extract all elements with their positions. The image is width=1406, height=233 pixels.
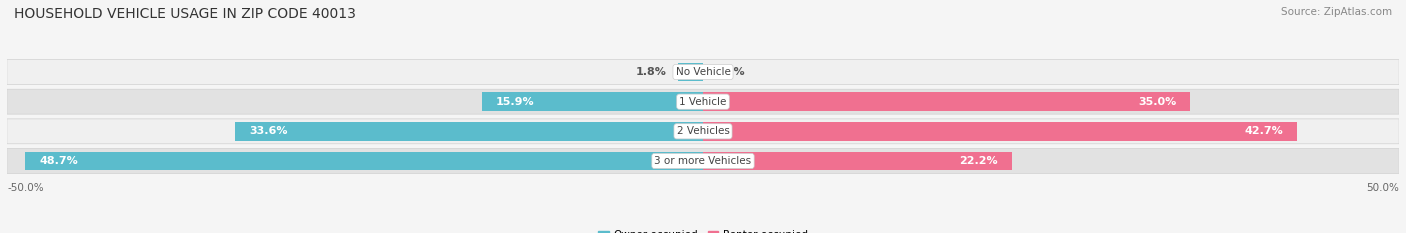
- Bar: [235, 122, 703, 140]
- Bar: [703, 122, 1298, 140]
- Bar: [25, 152, 703, 170]
- FancyBboxPatch shape: [7, 89, 1399, 114]
- Text: 33.6%: 33.6%: [249, 126, 288, 136]
- FancyBboxPatch shape: [7, 60, 1399, 85]
- Text: 35.0%: 35.0%: [1137, 97, 1177, 107]
- Bar: [703, 152, 1012, 170]
- Text: HOUSEHOLD VEHICLE USAGE IN ZIP CODE 40013: HOUSEHOLD VEHICLE USAGE IN ZIP CODE 4001…: [14, 7, 356, 21]
- Text: 1 Vehicle: 1 Vehicle: [679, 97, 727, 107]
- Text: -50.0%: -50.0%: [7, 183, 44, 193]
- Text: 48.7%: 48.7%: [39, 156, 77, 166]
- Bar: [482, 93, 703, 111]
- Text: 15.9%: 15.9%: [495, 97, 534, 107]
- Text: 1.8%: 1.8%: [636, 67, 666, 77]
- FancyBboxPatch shape: [7, 148, 1399, 173]
- Text: No Vehicle: No Vehicle: [675, 67, 731, 77]
- Text: 3 or more Vehicles: 3 or more Vehicles: [654, 156, 752, 166]
- Text: 2 Vehicles: 2 Vehicles: [676, 126, 730, 136]
- Text: Source: ZipAtlas.com: Source: ZipAtlas.com: [1281, 7, 1392, 17]
- Text: 42.7%: 42.7%: [1244, 126, 1284, 136]
- Text: 50.0%: 50.0%: [1367, 183, 1399, 193]
- Legend: Owner-occupied, Renter-occupied: Owner-occupied, Renter-occupied: [595, 226, 811, 233]
- Text: 22.2%: 22.2%: [959, 156, 998, 166]
- Bar: [678, 63, 703, 81]
- Bar: [703, 93, 1191, 111]
- Text: 0.0%: 0.0%: [714, 67, 745, 77]
- FancyBboxPatch shape: [7, 119, 1399, 144]
